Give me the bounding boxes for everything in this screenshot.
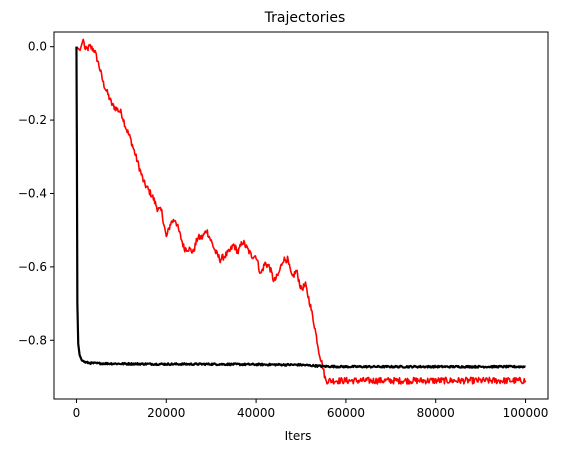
series-layer	[75, 38, 527, 385]
y-tick-label: −0.6	[18, 260, 47, 274]
x-tick-label: 0	[73, 406, 81, 420]
x-axis-ticks: 0 20000 40000 60000 80000 100000	[73, 399, 549, 420]
y-tick-label: −0.4	[18, 186, 47, 200]
y-tick-label: 0.0	[28, 40, 47, 54]
series-line-red	[75, 38, 527, 385]
x-tick-label: 100000	[503, 406, 549, 420]
x-tick-label: 40000	[237, 406, 275, 420]
y-axis-ticks: 0.0 −0.2 −0.4 −0.6 −0.8	[18, 40, 54, 347]
x-tick-label: 80000	[417, 406, 455, 420]
x-axis-label: Iters	[285, 429, 312, 443]
plot-frame	[53, 31, 549, 400]
x-tick-label: 60000	[327, 406, 365, 420]
y-tick-label: −0.8	[18, 333, 47, 347]
chart-title: Trajectories	[264, 10, 346, 26]
series-line-black	[75, 46, 526, 369]
y-tick-label: −0.2	[18, 113, 47, 127]
x-tick-label: 20000	[147, 406, 185, 420]
